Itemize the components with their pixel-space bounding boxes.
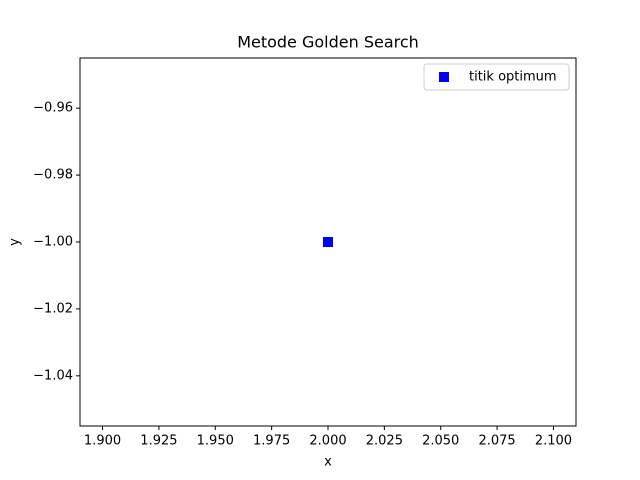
y-tick-label: −0.98 <box>33 168 73 183</box>
x-tick-label: 1.950 <box>197 434 234 449</box>
y-tick-label: −0.96 <box>33 101 73 116</box>
x-tick-label: 2.000 <box>309 434 346 449</box>
y-tick-label: −1.02 <box>33 301 73 316</box>
y-tick-label: −1.00 <box>33 235 73 250</box>
data-point <box>323 237 333 247</box>
legend-box <box>423 63 570 91</box>
legend-label: titik optimum <box>469 70 557 85</box>
y-axis-label: y <box>8 238 23 246</box>
x-tick-label: 2.075 <box>478 434 515 449</box>
plot-frame <box>79 57 577 427</box>
chart-title: Metode Golden Search <box>237 33 419 52</box>
x-tick-label: 1.975 <box>253 434 290 449</box>
y-tick-label: −1.04 <box>33 368 73 383</box>
x-tick-label: 2.025 <box>366 434 403 449</box>
x-tick-label: 1.900 <box>84 434 121 449</box>
x-axis-label: x <box>324 455 332 470</box>
x-tick-label: 2.100 <box>535 434 572 449</box>
x-tick-label: 1.925 <box>140 434 177 449</box>
x-tick-label: 2.050 <box>422 434 459 449</box>
legend-marker <box>439 72 449 82</box>
